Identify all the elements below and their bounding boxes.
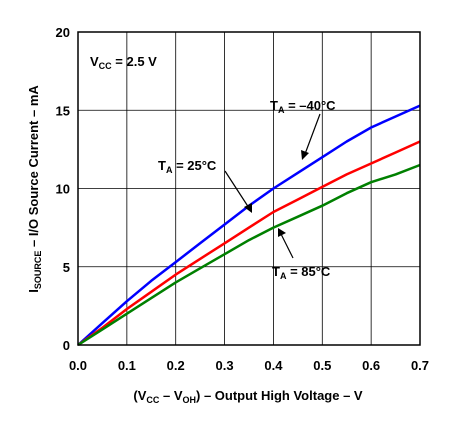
x-tick-label: 0.0 [69, 358, 87, 373]
annotation-arrows [224, 113, 321, 259]
arrowhead-ta-25 [244, 203, 252, 213]
grid [78, 32, 420, 345]
arrow-ta-85 [280, 233, 294, 259]
x-tick-label: 0.4 [264, 358, 283, 373]
x-tick-labels: 0.0 0.1 0.2 0.3 0.4 0.5 0.6 0.7 [69, 358, 429, 373]
series-lines [77, 104, 421, 347]
series-line-2 [77, 163, 421, 347]
arrow-ta-minus40 [304, 113, 321, 155]
x-tick-label: 0.3 [216, 358, 234, 373]
x-tick-label: 0.6 [362, 358, 380, 373]
arrow-ta-25 [224, 170, 250, 209]
x-tick-label: 0.2 [167, 358, 185, 373]
y-axis-title: ISOURCE – I/O Source Current – mA [26, 85, 43, 293]
y-tick-labels: 0 5 10 15 20 [56, 25, 70, 353]
x-tick-label: 0.7 [411, 358, 429, 373]
plot-frame [77, 31, 421, 346]
condition-label: VCC = 2.5 V [90, 54, 157, 71]
x-tick-label: 0.1 [118, 358, 136, 373]
x-tick-label: 0.5 [313, 358, 331, 373]
y-tick-label: 0 [63, 338, 70, 353]
series-line-1 [77, 140, 421, 347]
series-line-0 [77, 104, 421, 346]
y-tick-label: 10 [56, 182, 70, 197]
y-tick-label: 20 [56, 25, 70, 40]
annotation-ta-minus40: TA = –40°C [270, 98, 336, 115]
arrowhead-ta-85 [278, 228, 286, 237]
x-axis-title: (VCC – VOH) – Output High Voltage – V [133, 388, 363, 405]
arrowhead-ta-minus40 [301, 150, 309, 160]
annotation-ta-85: TA = 85°C [272, 264, 331, 281]
annotation-ta-25: TA = 25°C [158, 158, 217, 175]
y-tick-label: 15 [56, 103, 70, 118]
y-tick-label: 5 [63, 260, 70, 275]
